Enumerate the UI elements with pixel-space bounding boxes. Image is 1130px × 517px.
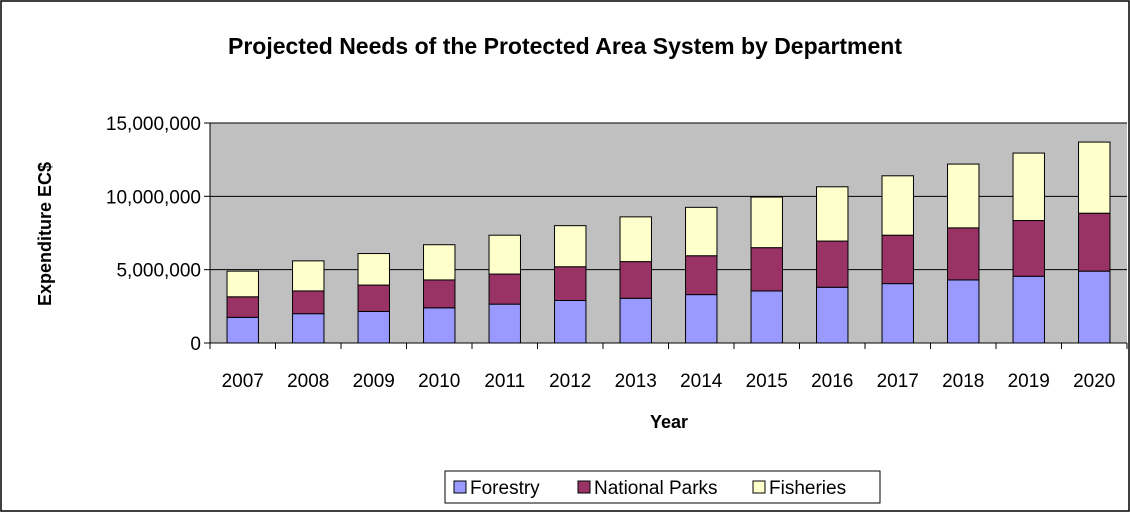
x-tick-label: 2008 (287, 371, 329, 392)
bar-segment-fisheries (750, 196, 783, 249)
bar-segment-fisheries (685, 206, 718, 257)
legend-label-fisheries: Fisheries (769, 478, 846, 499)
chart-title: Projected Needs of the Protected Area Sy… (228, 33, 902, 59)
x-tick-label: 2014 (680, 371, 723, 392)
x-tick-label: 2010 (418, 371, 460, 392)
x-tick-label: 2017 (877, 371, 919, 392)
bar-segment-forestry (947, 279, 980, 344)
bar-segment-national-parks (685, 255, 718, 296)
bar-segment-national-parks (1078, 212, 1111, 272)
bar-segment-national-parks (947, 227, 980, 281)
bar-segment-national-parks (226, 296, 259, 318)
y-axis-title: Expenditure EC$ (35, 162, 55, 306)
bar-segment-national-parks (488, 273, 521, 305)
bar-segment-forestry (357, 310, 390, 344)
bar-segment-fisheries (554, 225, 587, 268)
bar-segment-forestry (685, 294, 718, 344)
bar-segment-forestry (554, 299, 587, 344)
bar-segment-national-parks (816, 240, 849, 288)
bar-segment-forestry (1012, 275, 1045, 344)
bar-segment-forestry (619, 297, 652, 344)
bar-segment-fisheries (488, 234, 521, 275)
x-tick-label: 2009 (353, 371, 395, 392)
x-tick-label: 2011 (484, 371, 525, 392)
bar-segment-national-parks (1012, 220, 1045, 277)
bar-segment-forestry (488, 303, 521, 344)
legend-label-national-parks: National Parks (594, 478, 718, 499)
bar-segment-fisheries (357, 253, 390, 286)
bar-segment-national-parks (423, 279, 456, 309)
legend-swatch-forestry (453, 480, 467, 494)
bar-segment-national-parks (292, 290, 325, 315)
bar-segment-fisheries (1012, 152, 1045, 222)
x-axis-title: Year (650, 412, 688, 432)
bar-segment-national-parks (357, 284, 390, 312)
bar-segment-forestry (816, 286, 849, 344)
bar-segment-fisheries (1078, 141, 1111, 214)
x-tick-label: 2019 (1008, 371, 1050, 392)
bar-segment-forestry (423, 307, 456, 344)
bar-segment-forestry (226, 316, 259, 344)
bar-segment-fisheries (292, 260, 325, 292)
bar-segment-national-parks (619, 261, 652, 299)
x-tick-label: 2020 (1073, 371, 1115, 392)
legend-box (444, 470, 881, 504)
legend-swatch-fisheries (752, 480, 766, 494)
x-tick-label: 2018 (942, 371, 984, 392)
bar-segment-forestry (292, 313, 325, 344)
bar-segment-national-parks (554, 266, 587, 301)
x-tick-label: 2007 (222, 371, 264, 392)
bar-segment-national-parks (750, 247, 783, 292)
x-tick-label: 2013 (615, 371, 657, 392)
bar-segment-forestry (881, 283, 914, 344)
y-tick-label: 5,000,000 (116, 261, 201, 282)
bar-segment-fisheries (947, 163, 980, 229)
x-tick-label: 2016 (811, 371, 853, 392)
y-tick-label: 0 (190, 334, 201, 355)
bar-segment-fisheries (619, 216, 652, 263)
y-tick-label: 10,000,000 (106, 187, 201, 208)
bar-segment-fisheries (881, 175, 914, 236)
bar-segment-forestry (750, 290, 783, 344)
legend-label-forestry: Forestry (470, 478, 540, 499)
bar-segment-fisheries (816, 186, 849, 242)
bar-segment-national-parks (881, 234, 914, 285)
legend: Forestry National Parks Fisheries (444, 470, 881, 504)
plot-area: 0 5,000,000 10,000,000 15,000,000 2007 2008 20… (106, 114, 1128, 392)
x-tick-label: 2015 (746, 371, 788, 392)
legend-swatch-national-parks (577, 480, 591, 494)
x-tick-label: 2012 (549, 371, 591, 392)
bar-segment-forestry (1078, 270, 1111, 344)
bar-segment-fisheries (226, 270, 259, 298)
y-tick-label: 15,000,000 (106, 114, 201, 135)
plot-background (210, 123, 1127, 343)
bar-segment-fisheries (423, 244, 456, 281)
